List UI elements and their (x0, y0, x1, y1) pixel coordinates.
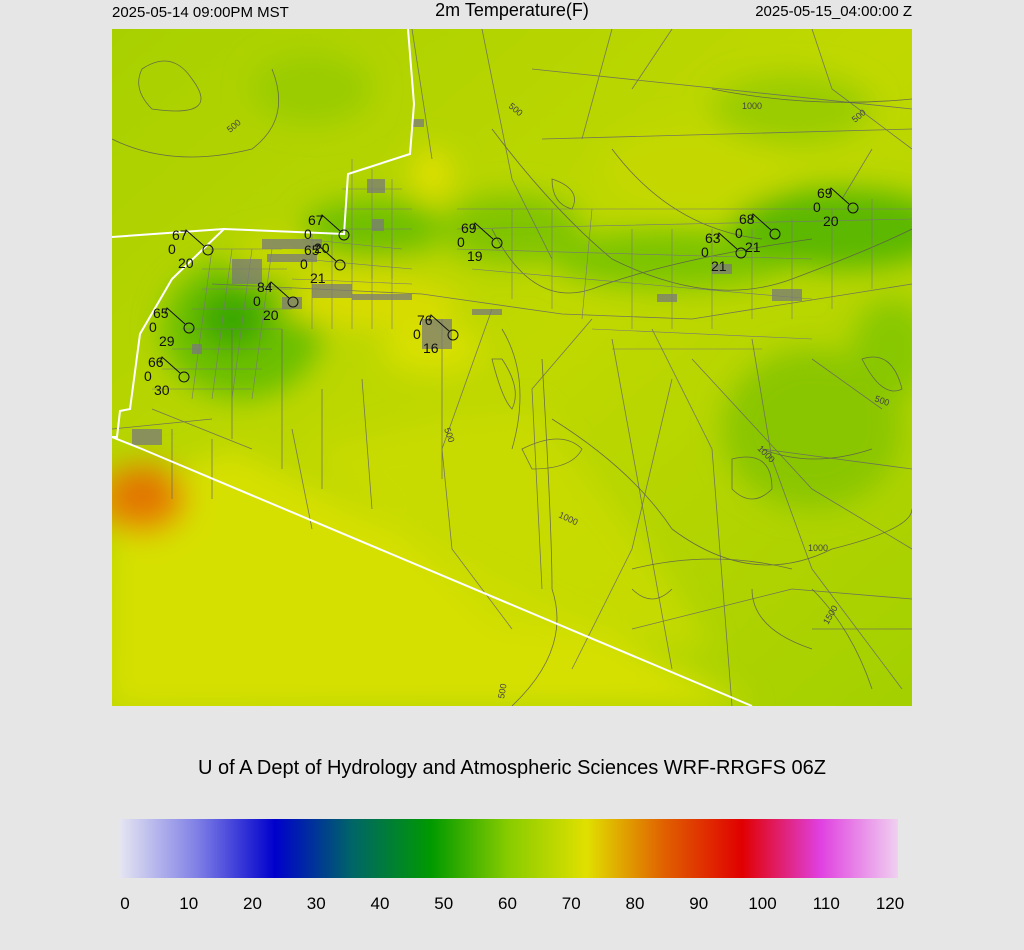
contour-label: 500 (873, 393, 891, 408)
wind-barb (268, 281, 290, 299)
contour-label: 500 (442, 426, 457, 444)
colorbar-tick-label: 20 (243, 894, 262, 913)
station-dewpoint: 20 (823, 213, 839, 229)
wind-barb (164, 307, 186, 325)
colorbar-tick-label: 120 (875, 894, 905, 913)
wind-barb (183, 229, 205, 247)
station-value: 0 (144, 368, 152, 384)
station-circle (334, 259, 346, 271)
station-dewpoint: 19 (467, 248, 483, 264)
station-temperature: 76 (417, 312, 433, 328)
station-temperature: 67 (308, 212, 324, 228)
station-circle (183, 322, 195, 334)
station-dewpoint: 21 (310, 270, 326, 286)
road-network (112, 29, 912, 706)
urban-street-grids (152, 159, 912, 400)
station-circle (735, 247, 747, 259)
colorbar-tick-label: 70 (561, 894, 581, 913)
station-dewpoint: 29 (159, 333, 175, 349)
wind-barb (315, 244, 337, 262)
model-credit: U of A Dept of Hydrology and Atmospheric… (197, 757, 827, 779)
station-temperature: 69 (461, 220, 477, 236)
temperature-map: 500 1000 500 500 500 1000 1000 1000 1500… (112, 29, 912, 706)
station-dewpoint: 21 (711, 258, 727, 274)
station-value: 0 (735, 225, 743, 241)
station-temperature: 69 (817, 185, 833, 201)
station-dewpoint: 20 (178, 255, 194, 271)
station-value: 0 (701, 244, 709, 260)
temperature-colorbar (119, 819, 898, 878)
station-circle (847, 202, 859, 214)
contour-label: 1000 (742, 101, 762, 111)
station-plots: 6702067020650218402065029660306901976016… (144, 185, 859, 398)
station-value: 0 (253, 293, 261, 309)
colorbar-tick-label: 80 (625, 894, 645, 913)
station-value: 0 (304, 226, 312, 242)
station-circle (447, 329, 459, 341)
colorbar-tick-label: 110 (812, 894, 840, 913)
wind-barb (750, 213, 772, 231)
wind-barb (716, 232, 738, 250)
station-dewpoint: 21 (745, 239, 761, 255)
colorbar-tick-label: 40 (370, 894, 390, 913)
station-circle (338, 229, 350, 241)
station-temperature: 65 (153, 305, 169, 321)
county-border (112, 228, 225, 438)
colorbar-gradient (119, 819, 898, 878)
station-circle (769, 228, 781, 240)
wind-barb (428, 314, 450, 332)
colorbar-tick-label: 90 (689, 894, 709, 913)
station-dewpoint: 20 (263, 307, 279, 323)
international-border (112, 436, 753, 706)
station-temperature: 66 (148, 354, 164, 370)
colorbar-tick-label: 30 (306, 894, 326, 913)
station-value: 0 (300, 256, 308, 272)
station-value: 0 (457, 234, 465, 250)
contour-label: 500 (496, 683, 508, 700)
station-temperature: 68 (739, 211, 755, 227)
station-temperature: 84 (257, 279, 273, 295)
station-circle (491, 237, 503, 249)
station-value: 0 (149, 319, 157, 335)
station-value: 0 (168, 241, 176, 257)
valid-time-local: 2025-05-14 09:00PM MST (112, 4, 289, 21)
station-value: 0 (813, 199, 821, 215)
station-circle (178, 371, 190, 383)
map-title: 2m Temperature(F) (435, 0, 589, 20)
colorbar-tick-label: 50 (434, 894, 454, 913)
colorbar-tick-label: 10 (179, 894, 199, 913)
valid-time-utc: 2025-05-15_04:00:00 Z (755, 3, 912, 20)
wind-barb (828, 187, 850, 205)
wind-barb (472, 222, 494, 240)
station-temperature: 67 (172, 227, 188, 243)
station-temperature: 63 (705, 230, 721, 246)
colorbar-tick-label: 0 (120, 894, 130, 913)
station-temperature: 65 (304, 242, 320, 258)
colorbar-tick-label: 60 (498, 894, 517, 913)
station-circle (202, 244, 214, 256)
station-value: 0 (413, 326, 421, 342)
boundary-lines (112, 29, 753, 706)
station-dewpoint: 16 (423, 340, 439, 356)
station-dewpoint: 30 (154, 382, 170, 398)
wind-barb (159, 356, 181, 374)
urban-built-areas (132, 119, 802, 445)
colorbar-tick-label: 100 (748, 894, 777, 913)
contour-label: 1000 (808, 543, 828, 553)
wind-barb (319, 214, 341, 232)
station-circle (287, 296, 299, 308)
